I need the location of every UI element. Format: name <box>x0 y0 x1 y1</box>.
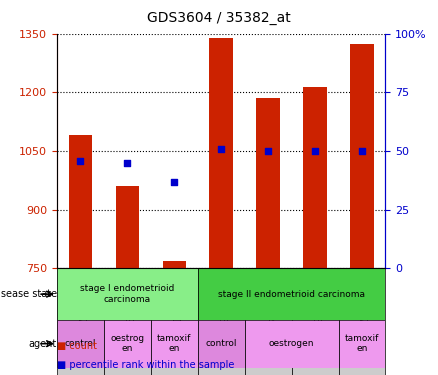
Text: tamoxif
en: tamoxif en <box>157 334 191 353</box>
Bar <box>292 268 339 375</box>
Bar <box>245 268 292 375</box>
FancyBboxPatch shape <box>104 320 151 368</box>
Text: tamoxif
en: tamoxif en <box>345 334 379 353</box>
Text: control: control <box>65 339 96 348</box>
Text: GDS3604 / 35382_at: GDS3604 / 35382_at <box>147 11 291 25</box>
Bar <box>69 135 92 268</box>
Text: disease state: disease state <box>0 289 57 299</box>
Point <box>77 158 84 164</box>
Bar <box>162 261 186 268</box>
Point <box>311 148 318 154</box>
Bar <box>57 268 104 375</box>
Text: oestrogen: oestrogen <box>269 339 314 348</box>
Point <box>218 146 225 152</box>
Bar <box>151 268 198 375</box>
Bar <box>104 268 151 375</box>
Bar <box>209 38 233 268</box>
Bar <box>339 268 385 375</box>
Bar <box>350 44 374 268</box>
Text: control: control <box>205 339 237 348</box>
FancyBboxPatch shape <box>151 320 198 368</box>
Text: ■ percentile rank within the sample: ■ percentile rank within the sample <box>57 360 234 369</box>
FancyBboxPatch shape <box>198 268 385 320</box>
FancyBboxPatch shape <box>339 320 385 368</box>
FancyBboxPatch shape <box>57 320 104 368</box>
Bar <box>256 98 280 268</box>
FancyBboxPatch shape <box>245 320 339 368</box>
Bar <box>303 87 327 268</box>
Text: agent: agent <box>29 339 57 349</box>
Point <box>124 160 131 166</box>
Text: stage II endometrioid carcinoma: stage II endometrioid carcinoma <box>218 290 365 298</box>
Point <box>358 148 365 154</box>
Text: stage I endometrioid
carcinoma: stage I endometrioid carcinoma <box>80 285 174 304</box>
Point <box>265 148 272 154</box>
FancyBboxPatch shape <box>57 268 198 320</box>
Text: ■ count: ■ count <box>57 341 97 351</box>
Text: oestrog
en: oestrog en <box>110 334 145 353</box>
Bar <box>116 186 139 268</box>
Bar <box>198 268 245 375</box>
Point <box>171 178 178 184</box>
FancyBboxPatch shape <box>198 320 245 368</box>
